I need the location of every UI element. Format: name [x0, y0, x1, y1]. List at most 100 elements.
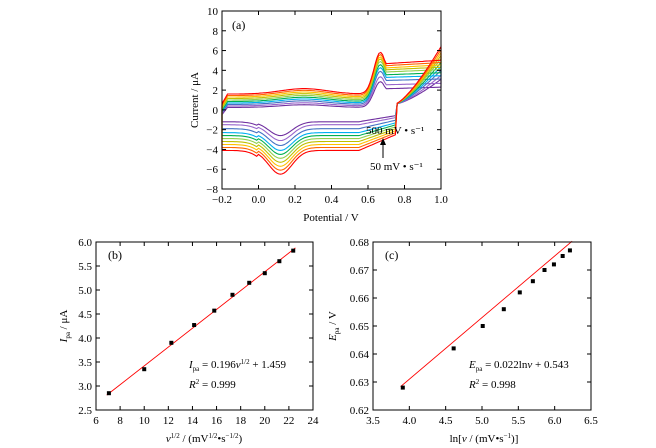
annotation-50: 50 mV • s⁻¹	[370, 161, 423, 173]
scan-rate-arrow-head	[380, 138, 386, 145]
x-tick-label: −0.2	[212, 194, 232, 206]
data-point	[212, 308, 217, 313]
data-point	[142, 367, 147, 372]
x-tick-label: 14	[187, 415, 199, 427]
y-tick-label: −8	[206, 184, 218, 196]
x-tick-label: 6.5	[584, 415, 598, 427]
x-tick-label: 4.0	[402, 415, 416, 427]
x-tick-label: 24	[308, 415, 320, 427]
x-tick-label: 0.8	[398, 194, 412, 206]
data-point	[400, 385, 405, 390]
y-tick-label: 0.64	[350, 349, 370, 361]
y-tick-label: 3.5	[78, 357, 92, 369]
y-tick-label: 0.66	[350, 293, 370, 305]
y-tick-label: 10	[207, 6, 219, 18]
panel-b-xlabel: v1/2 / (mV1/2•s−1/2)	[166, 432, 243, 445]
x-tick-label: 0.4	[325, 194, 339, 206]
panel-a-cv-chart: −0.2 0.0 0.2 0.4 0.6 0.8 1.0 −8 −6 −4 −2 0 2 4 6 8 10 (a…	[189, 6, 448, 224]
y-tick-label: 5.0	[78, 285, 92, 297]
x-tick-label: 5.0	[475, 415, 489, 427]
annotation-500: 500 mV • s⁻¹	[366, 125, 424, 137]
y-tick-label: 0.63	[350, 377, 370, 389]
y-tick-label: 2	[213, 85, 219, 97]
panel-b-r2: R2 = 0.999	[188, 378, 236, 391]
data-point	[192, 323, 197, 328]
x-tick-label: 12	[163, 415, 174, 427]
x-tick-label: 1.0	[434, 194, 448, 206]
y-tick-label: 0	[213, 105, 219, 117]
x-tick-label: 18	[235, 415, 247, 427]
y-tick-label: −6	[206, 164, 218, 176]
x-tick-label: 5.5	[511, 415, 525, 427]
panel-b-points	[106, 248, 296, 396]
y-tick-label: 8	[213, 26, 219, 38]
x-tick-label: 3.5	[366, 415, 380, 427]
data-point	[230, 292, 235, 297]
y-tick-label: 5.5	[78, 261, 92, 273]
panel-c-points	[400, 248, 572, 390]
panel-b-fit-line	[106, 247, 296, 396]
data-point	[262, 271, 267, 276]
panel-c-equation: Epa = 0.022lnv + 0.543	[468, 359, 569, 373]
x-tick-label: 6.0	[548, 415, 562, 427]
y-tick-label: 3.0	[78, 381, 92, 393]
panel-c-label: (c)	[385, 248, 398, 262]
y-tick-label: 0.67	[350, 265, 370, 277]
panel-a-ylabel: Current / μA	[189, 72, 201, 128]
data-point	[517, 290, 522, 295]
panel-a-label: (a)	[232, 18, 245, 32]
x-tick-label: 22	[283, 415, 294, 427]
panel-b-label: (b)	[108, 248, 122, 262]
panel-c-ylabel: Epa / V	[327, 311, 341, 342]
panel-c-r2: R2 = 0.998	[468, 378, 516, 391]
y-tick-label: 6.0	[78, 237, 92, 249]
x-tick-label: 20	[259, 415, 271, 427]
panel-c-xlabel: ln[v / (mV•s−1)]	[450, 432, 519, 445]
panel-c-fit-line	[400, 240, 573, 387]
x-tick-label: 16	[211, 415, 223, 427]
data-point	[542, 268, 547, 272]
y-tick-label: 2.5	[78, 405, 92, 417]
data-point	[530, 279, 535, 284]
data-point	[277, 259, 282, 264]
data-point	[451, 346, 456, 351]
panel-b-ylabel: Ipa / μA	[58, 310, 72, 344]
x-tick-label: 0.0	[252, 194, 266, 206]
data-point	[551, 262, 556, 267]
y-tick-label: 0.68	[350, 237, 370, 249]
panel-b-ticks: 6 8 10 12 14 16 18 20 22 24 2.5 3.0 3.5 4.0 4.5 5.0 5.5 6…	[78, 237, 319, 427]
x-tick-label: 8	[117, 415, 123, 427]
data-point	[501, 307, 506, 312]
data-point	[106, 391, 111, 396]
x-tick-label: 4.5	[439, 415, 453, 427]
panel-b-scatter-chart: 6 8 10 12 14 16 18 20 22 24 2.5 3.0 3.5 4.0 4.5 5.0 5.5 6…	[58, 237, 319, 445]
panel-b-equation: Ipa = 0.196v1/2 + 1.459	[188, 358, 287, 373]
y-tick-label: 0.62	[350, 405, 369, 417]
x-tick-label: 10	[139, 415, 151, 427]
y-tick-label: 0.65	[350, 321, 370, 333]
cv-curve-200	[221, 64, 442, 151]
x-tick-label: 0.2	[288, 194, 302, 206]
panel-a-xlabel: Potential / V	[303, 212, 358, 224]
y-tick-label: −2	[206, 125, 218, 137]
data-point	[560, 254, 565, 258]
panel-c-scatter-chart: 3.5 4.0 4.5 5.0 5.5 6.0 6.5 0.62 0.63 0.64 0.65 0.6…	[327, 237, 598, 445]
data-point	[480, 324, 485, 328]
cv-curve-450	[221, 47, 442, 171]
panel-c-ticks: 3.5 4.0 4.5 5.0 5.5 6.0 6.5 0.62 0.63 0.64 0.65 0.6…	[350, 237, 599, 427]
x-tick-label: 6	[93, 415, 99, 427]
panel-b-frame	[95, 241, 314, 411]
panel-a-ticks: −0.2 0.0 0.2 0.4 0.6 0.8 1.0 −8 −6 −4 −2 0 2 4 6 8 10	[206, 6, 448, 206]
data-point	[291, 248, 296, 253]
cv-curve-400	[221, 50, 442, 167]
y-tick-label: −4	[206, 144, 218, 156]
data-point	[169, 340, 174, 345]
y-tick-label: 4.5	[78, 309, 92, 321]
data-point	[567, 248, 572, 253]
x-tick-label: 0.6	[361, 194, 375, 206]
y-tick-label: 6	[213, 46, 219, 58]
cv-curves	[221, 44, 442, 175]
y-tick-label: 4	[213, 65, 219, 77]
y-tick-label: 4.0	[78, 333, 92, 345]
